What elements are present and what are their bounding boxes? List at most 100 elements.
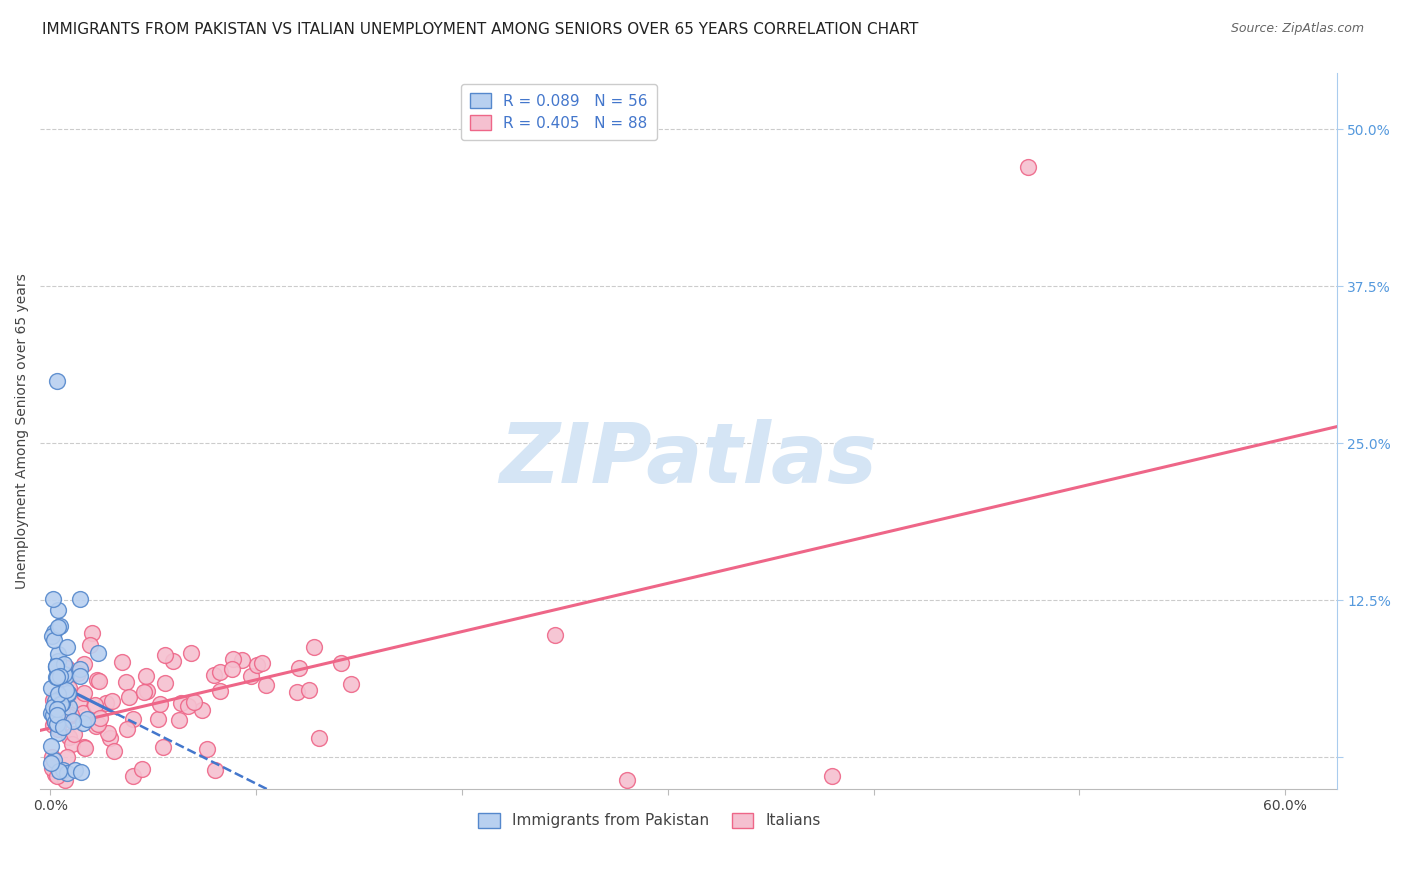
Point: [46, 769, 69, 783]
Point: [56, 766, 79, 780]
Point: [48, 647, 70, 661]
Point: [75, 740, 97, 755]
Point: [55, 669, 77, 683]
Point: [94, 697, 117, 711]
Point: [67, 695, 90, 709]
Point: [53, 772, 76, 787]
Point: [58, 709, 80, 723]
Point: [44, 767, 66, 781]
Point: [42, 699, 65, 714]
Point: [544, 628, 567, 642]
Point: [45, 670, 67, 684]
Point: [42, 718, 65, 732]
Point: [45, 659, 67, 673]
Point: [46, 722, 69, 736]
Point: [135, 669, 157, 683]
Point: [58, 686, 80, 700]
Point: [132, 685, 155, 699]
Point: [41, 750, 63, 764]
Point: [62, 714, 84, 728]
Text: ZIPatlas: ZIPatlas: [499, 419, 877, 500]
Point: [152, 739, 174, 754]
Point: [209, 684, 232, 698]
Point: [72, 706, 94, 720]
Point: [56, 687, 79, 701]
Point: [111, 656, 134, 670]
Point: [239, 669, 262, 683]
Point: [89, 674, 111, 689]
Point: [131, 762, 153, 776]
Point: [52, 713, 75, 727]
Point: [204, 668, 226, 682]
Point: [41, 629, 63, 643]
Point: [41, 706, 63, 721]
Text: Source: ZipAtlas.com: Source: ZipAtlas.com: [1230, 22, 1364, 36]
Point: [46, 374, 69, 388]
Point: [46, 620, 69, 634]
Point: [340, 677, 363, 691]
Point: [46, 726, 69, 740]
Point: [46, 711, 69, 725]
Point: [308, 731, 330, 745]
Point: [51, 706, 73, 720]
Point: [59, 707, 82, 722]
Point: [56, 661, 79, 675]
Point: [46, 687, 69, 701]
Point: [46, 708, 69, 723]
Point: [821, 769, 844, 783]
Point: [69, 669, 91, 683]
Point: [48, 764, 70, 779]
Point: [41, 739, 63, 753]
Point: [167, 713, 190, 727]
Point: [41, 761, 63, 775]
Point: [58, 730, 80, 744]
Point: [58, 687, 80, 701]
Text: IMMIGRANTS FROM PAKISTAN VS ITALIAN UNEMPLOYMENT AMONG SENIORS OVER 65 YEARS COR: IMMIGRANTS FROM PAKISTAN VS ITALIAN UNEM…: [42, 22, 918, 37]
Point: [58, 681, 80, 695]
Point: [254, 678, 277, 692]
Point: [46, 717, 69, 731]
Point: [84, 698, 107, 712]
Point: [45, 659, 67, 673]
Point: [148, 712, 170, 726]
Point: [155, 648, 177, 662]
Point: [115, 723, 138, 737]
Point: [136, 684, 159, 698]
Point: [302, 640, 325, 655]
Point: [97, 726, 120, 740]
Point: [41, 756, 63, 771]
Point: [76, 712, 98, 726]
Point: [55, 682, 77, 697]
Point: [60, 737, 83, 751]
Point: [330, 656, 353, 670]
Point: [44, 753, 66, 767]
Point: [45, 658, 67, 673]
Point: [285, 685, 308, 699]
Point: [246, 657, 269, 672]
Point: [149, 697, 172, 711]
Point: [52, 657, 75, 672]
Point: [52, 763, 75, 777]
Point: [42, 691, 65, 706]
Point: [118, 690, 141, 704]
Point: [63, 726, 86, 740]
Point: [66, 665, 89, 680]
Point: [69, 591, 91, 606]
Point: [48, 691, 70, 706]
Point: [63, 763, 86, 777]
Point: [170, 696, 193, 710]
Point: [41, 681, 63, 695]
Point: [55, 750, 77, 764]
Point: [180, 646, 202, 660]
Point: [155, 676, 177, 690]
Point: [73, 686, 96, 700]
Point: [42, 707, 65, 722]
Point: [177, 698, 200, 713]
Point: [70, 765, 93, 780]
Point: [42, 713, 65, 727]
Point: [101, 694, 124, 708]
Point: [46, 603, 69, 617]
Point: [231, 653, 253, 667]
Point: [49, 697, 72, 711]
Point: [42, 592, 65, 607]
